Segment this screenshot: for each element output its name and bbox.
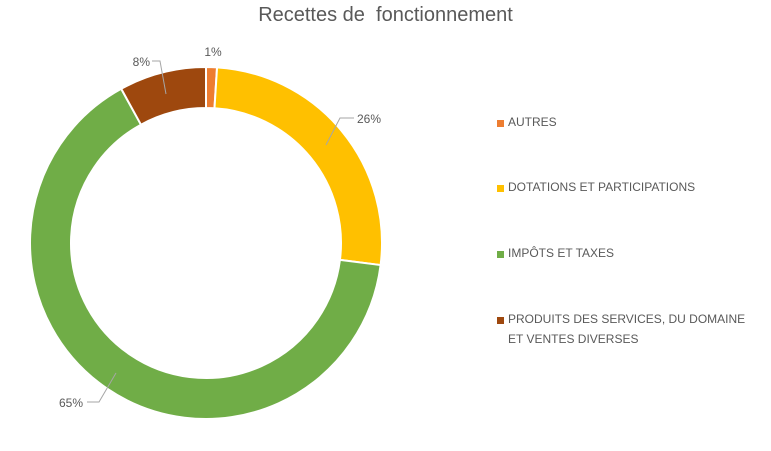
leader-line-3 — [87, 372, 117, 403]
legend-swatch-3 — [497, 251, 504, 258]
donut-slice-2 — [213, 66, 383, 267]
legend-item-2: DOTATIONS ET PARTICIPATIONS — [497, 180, 767, 197]
legend-label-2: DOTATIONS ET PARTICIPATIONS — [508, 180, 696, 194]
legend-swatch-1 — [497, 120, 504, 127]
legend-swatch-4 — [497, 317, 504, 324]
chart-title: Recettes de fonctionnement — [258, 4, 513, 26]
legend-item-1: AUTRES — [497, 115, 767, 132]
legend-label-3: IMPÔTS ET TAXES — [508, 246, 615, 260]
data-label-3: 65% — [59, 396, 83, 410]
data-label-4: 8% — [133, 55, 151, 69]
legend-label-4: PRODUITS DES SERVICES, DU DOMAINE ET VEN… — [508, 312, 746, 346]
leader-line-2 — [325, 117, 354, 146]
donut-slice-4 — [119, 65, 207, 127]
data-label-2: 26% — [357, 112, 381, 126]
legend-item-3: IMPÔTS ET TAXES — [497, 246, 767, 263]
donut-slice-3 — [29, 87, 382, 420]
legend-swatch-2 — [497, 185, 504, 192]
data-label-1: 1% — [204, 45, 222, 59]
legend-item-4: PRODUITS DES SERVICES, DU DOMAINE ET VEN… — [497, 312, 767, 349]
leader-line-4 — [152, 60, 167, 95]
legend-label-1: AUTRES — [508, 115, 557, 129]
chart-legend: AUTRES DOTATIONS ET PARTICIPATIONS IMPÔTS … — [497, 0, 767, 451]
